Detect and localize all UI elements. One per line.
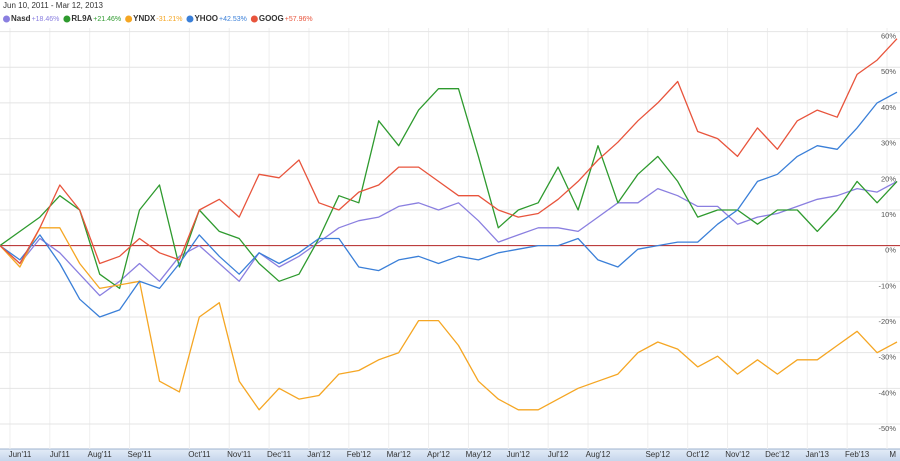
date-range: Jun 10, 2011 - Mar 12, 2013 — [3, 1, 103, 10]
legend-name: RL9A — [71, 14, 92, 23]
x-tick-label: Jun'11 — [9, 450, 32, 459]
legend-marker — [125, 15, 133, 23]
y-tick-label: -20% — [878, 317, 896, 326]
y-tick-label: -40% — [878, 388, 896, 397]
series-line — [0, 88, 898, 290]
x-tick-label: Jun'12 — [507, 450, 531, 459]
x-tick-label: Sep'12 — [645, 450, 670, 459]
x-tick-label: Sep'11 — [127, 450, 152, 459]
y-tick-label: 20% — [881, 174, 896, 183]
legend-marker — [186, 15, 194, 23]
series-line — [0, 91, 898, 318]
x-tick-label: Mar'12 — [387, 450, 412, 459]
x-tick-label: Nov'12 — [725, 450, 750, 459]
x-tick-label: Jan'12 — [307, 450, 331, 459]
series-line — [0, 227, 898, 411]
x-tick-label: Aug'11 — [88, 450, 113, 459]
x-tick-label: Apr'12 — [427, 450, 450, 459]
x-tick-label: May'12 — [466, 450, 492, 459]
legend-name: YHOO — [194, 14, 218, 23]
y-tick-label: 60% — [881, 32, 896, 41]
y-tick-label: 0% — [885, 246, 896, 255]
x-tick-label: Aug'12 — [586, 450, 611, 459]
y-tick-label: 10% — [881, 210, 896, 219]
series-line — [0, 38, 898, 265]
series-line — [0, 180, 898, 297]
y-tick-label: -50% — [878, 424, 896, 433]
legend-marker — [3, 15, 10, 23]
x-tick-label: Jul'12 — [548, 450, 569, 459]
x-tick-label: Feb'13 — [845, 450, 870, 459]
y-tick-label: 40% — [881, 103, 896, 112]
x-tick-label: Dec'12 — [765, 450, 790, 459]
legend-change: -31.21% — [156, 16, 182, 23]
legend-change: +57.96% — [285, 16, 313, 23]
x-tick-label: Dec'11 — [267, 450, 292, 459]
legend-name: Nasd — [11, 14, 31, 23]
legend-marker — [63, 15, 71, 23]
x-tick-label: Jan'13 — [806, 450, 830, 459]
x-axis-band — [0, 449, 900, 461]
legend-change: +42.53% — [219, 16, 247, 23]
y-tick-label: 30% — [881, 139, 896, 148]
y-tick-label: 50% — [881, 67, 896, 76]
legend-name: YNDX — [133, 14, 156, 23]
legend-name: GOOG — [259, 14, 284, 23]
x-tick-label: Oct'12 — [686, 450, 709, 459]
x-tick-label: Feb'12 — [347, 450, 372, 459]
x-tick-label: Nov'11 — [227, 450, 252, 459]
legend-change: +21.46% — [93, 16, 121, 23]
legend-marker — [250, 15, 258, 23]
legend-change: +18.46% — [32, 16, 60, 23]
legend: Nasd +18.46% RL9A +21.46% YNDX -31.21% YHOO +42… — [3, 14, 313, 23]
x-tick-label: Oct'11 — [188, 450, 211, 459]
y-tick-label: -10% — [878, 281, 896, 290]
x-tick-label: M — [889, 450, 896, 459]
y-tick-label: -30% — [878, 353, 896, 362]
x-tick-label: Jul'11 — [50, 450, 71, 459]
